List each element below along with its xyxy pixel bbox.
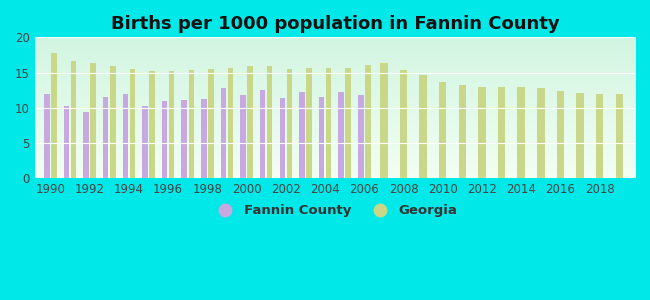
Bar [365,65,370,178]
Bar [227,68,233,178]
Bar [123,94,128,178]
Bar [478,87,486,178]
Title: Births per 1000 population in Fannin County: Births per 1000 population in Fannin Cou… [111,15,559,33]
Bar [221,88,226,178]
Bar [130,69,135,178]
Bar [83,112,89,178]
Bar [208,69,214,178]
Bar [181,100,187,178]
Bar [306,68,312,178]
Bar [498,87,505,178]
Bar [616,94,623,178]
Bar [201,99,207,178]
Bar [299,92,305,178]
Bar [267,66,272,178]
Bar [419,75,427,178]
Bar [162,101,167,178]
Bar [459,85,466,178]
Bar [287,69,292,178]
Bar [240,95,246,178]
Bar [339,92,344,178]
Bar [142,106,148,178]
Bar [439,82,447,178]
Bar [64,106,70,178]
Bar [318,97,324,178]
Bar [557,91,564,178]
Bar [90,63,96,178]
Bar [577,93,584,178]
Bar [44,94,49,178]
Bar [326,68,332,178]
Bar [400,70,408,178]
Bar [248,66,253,178]
Bar [280,98,285,178]
Bar [596,94,603,178]
Bar [103,97,109,178]
Bar [150,71,155,178]
Legend: Fannin County, Georgia: Fannin County, Georgia [207,199,463,223]
Bar [345,68,351,178]
Bar [188,70,194,178]
Bar [71,61,76,178]
Bar [537,88,545,178]
Bar [169,71,174,178]
Bar [380,63,387,178]
Bar [358,95,363,178]
Bar [517,87,525,178]
Bar [110,66,116,178]
Bar [260,90,265,178]
Bar [51,53,57,178]
